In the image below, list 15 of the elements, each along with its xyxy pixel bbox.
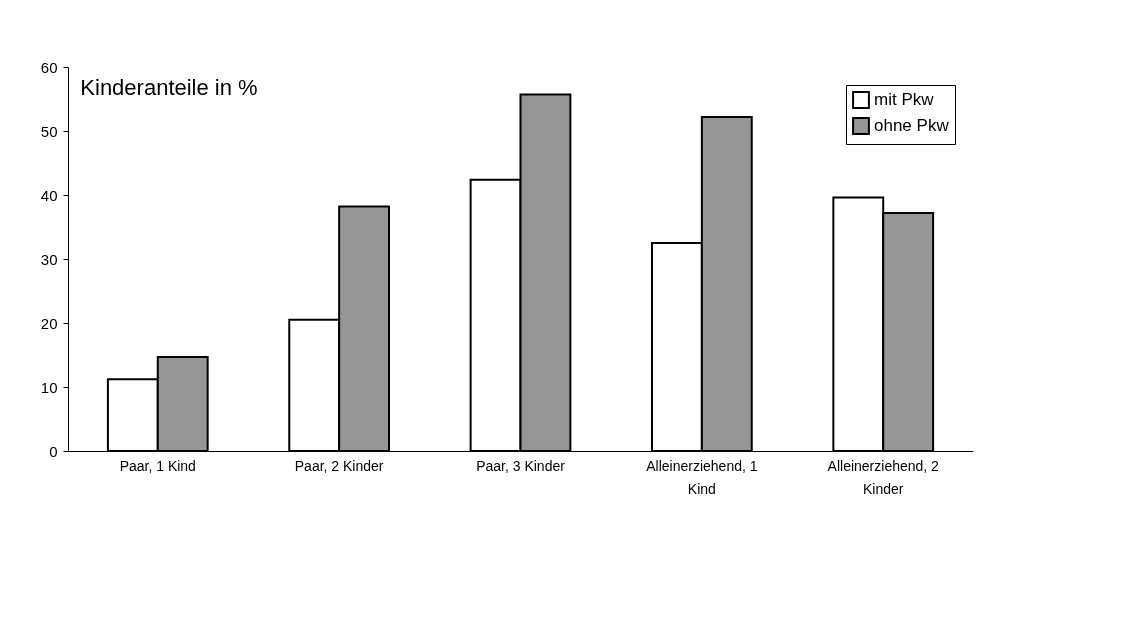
x-tick-label: Paar, 2 Kinder [294, 457, 384, 474]
y-tick-label: 20 [40, 314, 58, 332]
y-tick-label: 60 [40, 58, 58, 76]
y-tick-label: 10 [40, 378, 58, 396]
y-tick-label: 40 [40, 186, 58, 204]
x-tick-label: Paar, 1 Kind [119, 457, 196, 474]
chart-title: Kinderanteile in % [80, 75, 258, 100]
legend-label: ohne Pkw [874, 116, 950, 135]
y-tick-label: 0 [49, 442, 58, 460]
legend-label: mit Pkw [874, 90, 935, 109]
x-tick-label: Alleinerziehend, 1 Kind [646, 457, 758, 497]
y-tick-label: 50 [40, 122, 58, 140]
x-tick-label: Alleinerziehend, 2 Kinder [827, 457, 940, 497]
y-tick-label: 30 [40, 250, 58, 268]
x-tick-label: Paar, 3 Kinder [476, 457, 566, 474]
